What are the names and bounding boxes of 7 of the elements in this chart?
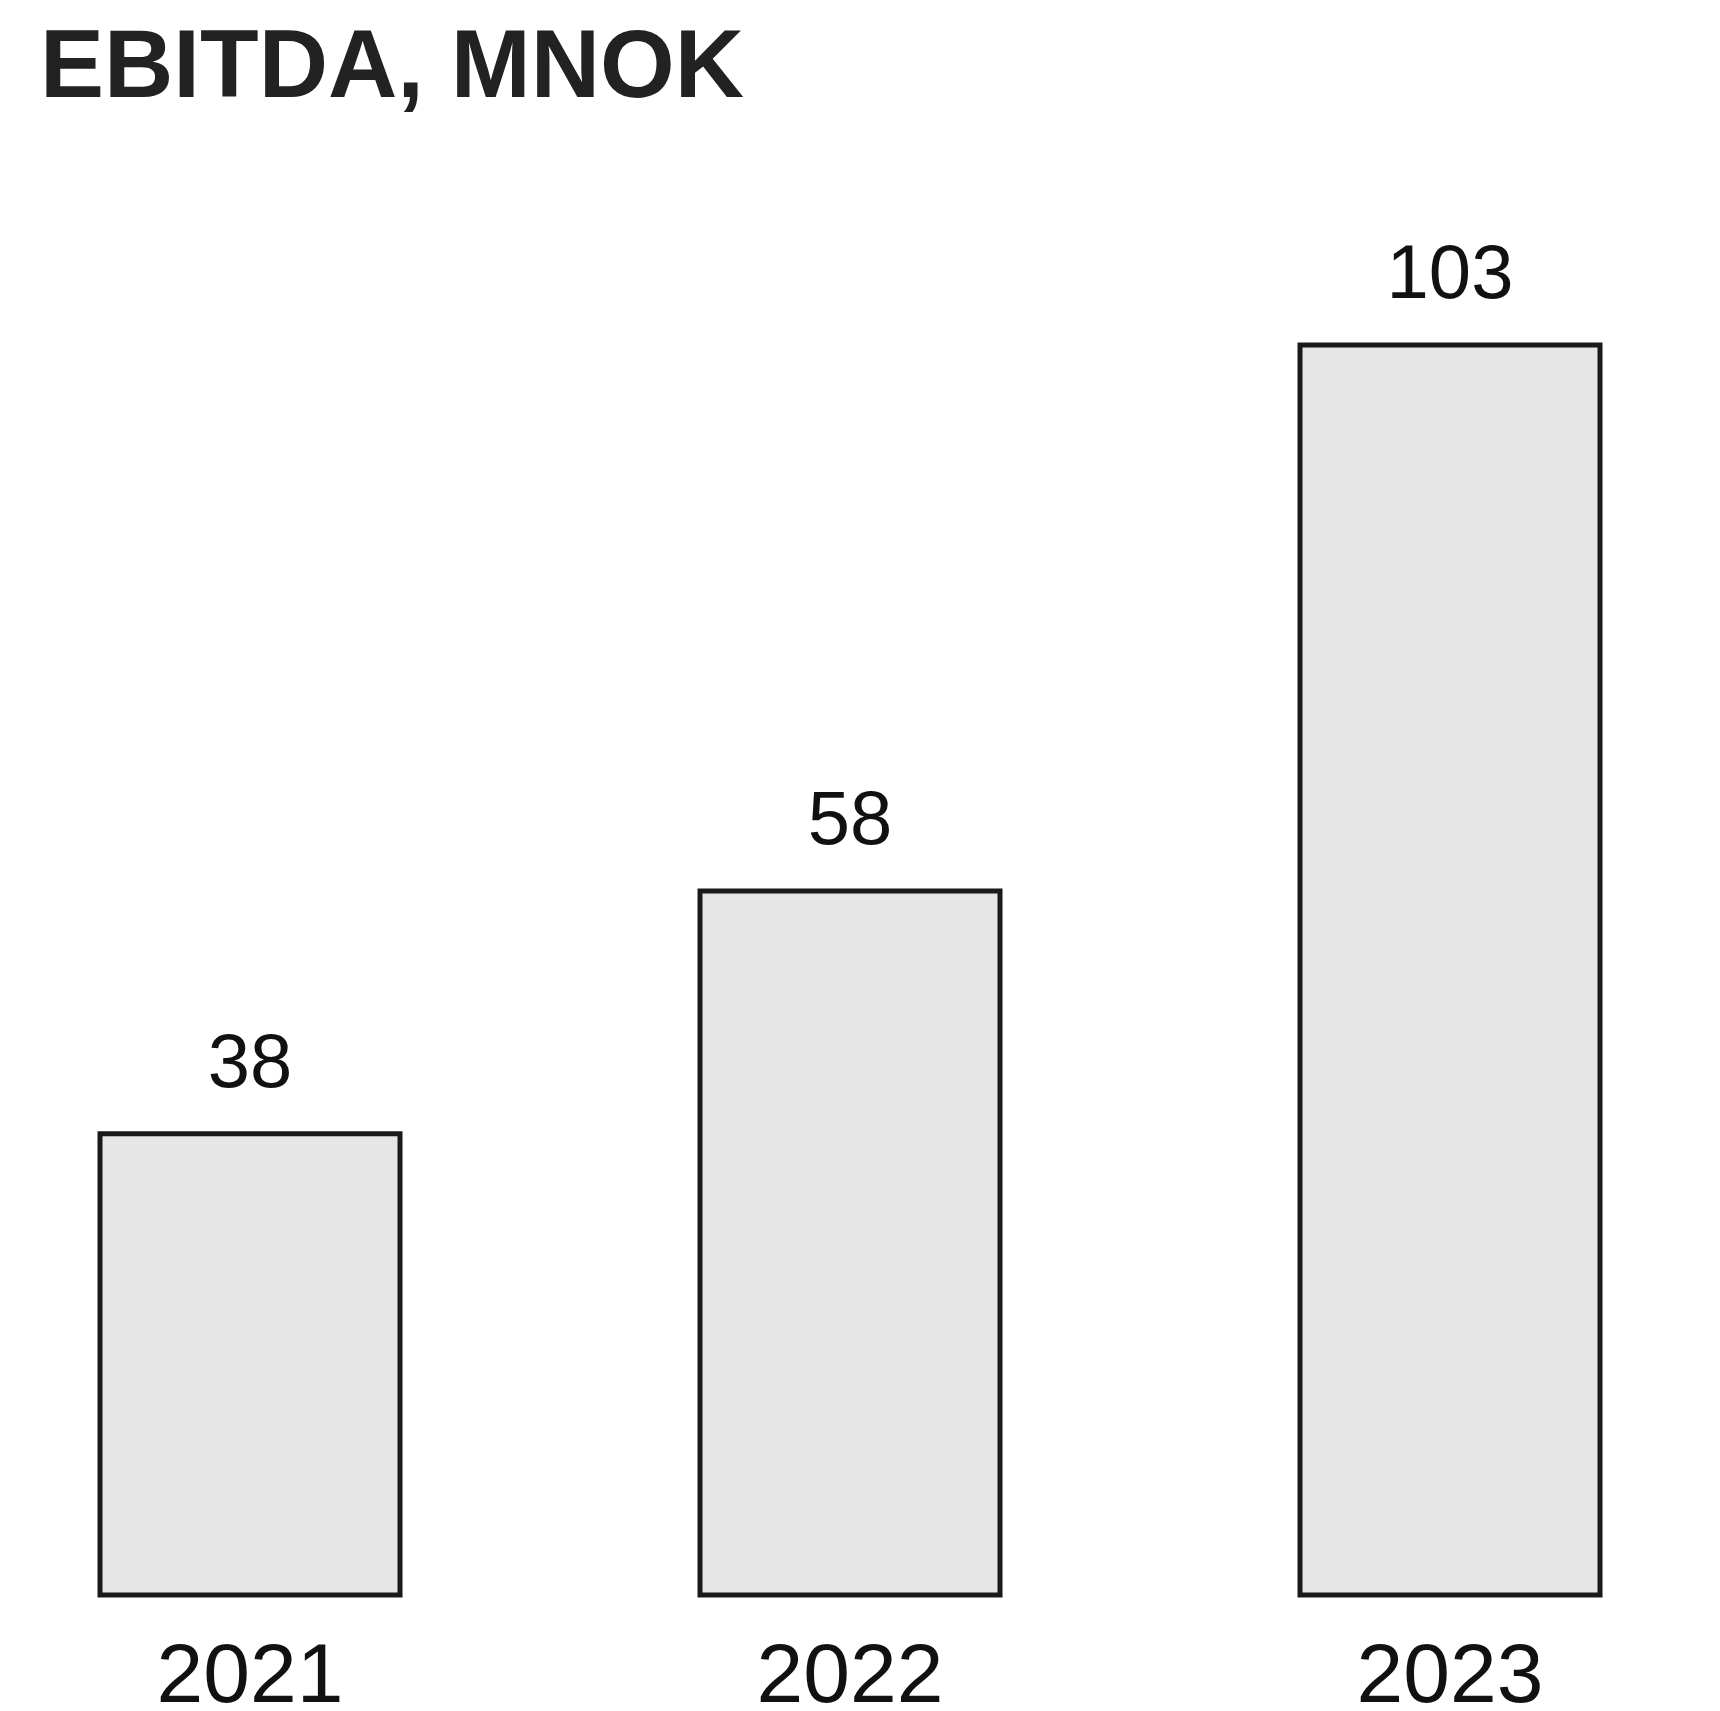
x-tick-label: 2021	[156, 1625, 344, 1711]
x-tick-label: 2022	[756, 1625, 944, 1711]
data-label: 103	[1386, 229, 1514, 314]
data-label: 58	[807, 775, 893, 861]
data-label: 38	[207, 1017, 293, 1103]
x-tick-label: 2023	[1356, 1625, 1544, 1711]
chart-title: EBITDA, MNOK	[40, 10, 744, 117]
